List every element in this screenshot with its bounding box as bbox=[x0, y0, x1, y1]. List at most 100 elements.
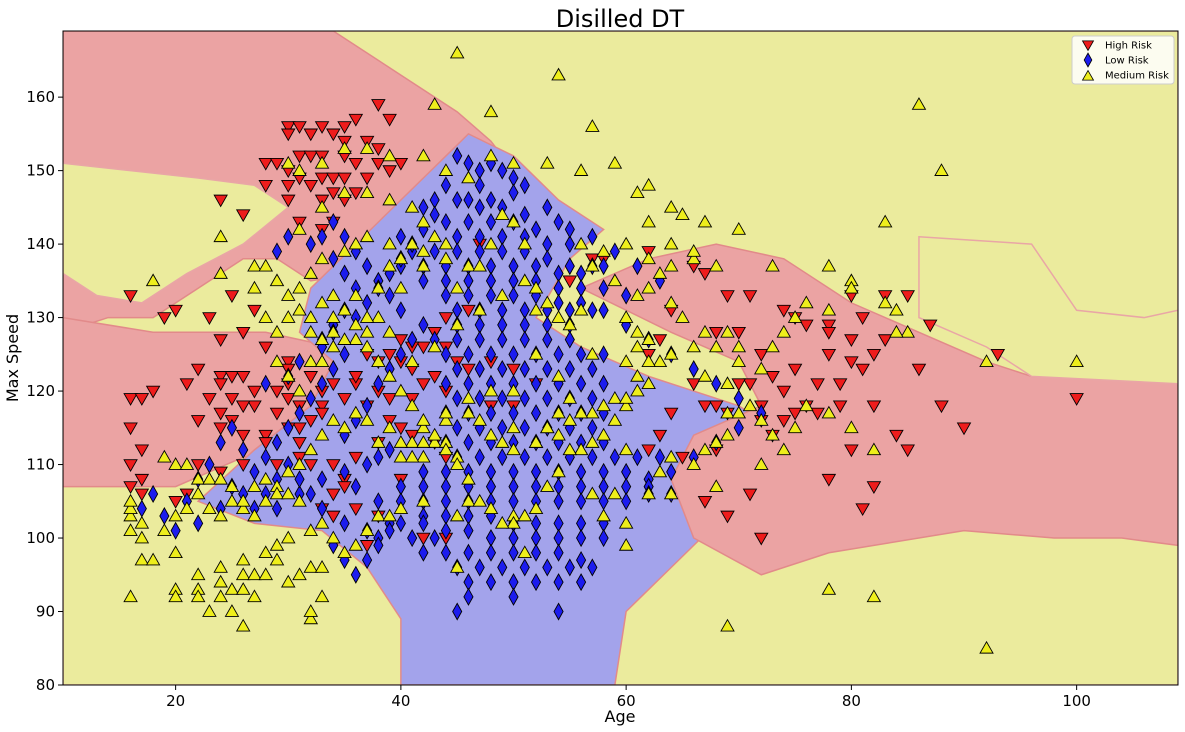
point-low-risk-328 bbox=[688, 359, 699, 379]
point-medium-risk-129 bbox=[235, 567, 251, 581]
point-medium-risk-330 bbox=[404, 354, 420, 367]
chart-title: Disilled DT bbox=[556, 5, 685, 33]
point-medium-risk-104 bbox=[168, 508, 183, 522]
legend-marker-low-risk bbox=[1083, 52, 1093, 68]
point-medium-risk-333 bbox=[348, 288, 364, 301]
point-high-risk-25 bbox=[314, 172, 330, 186]
point-high-risk-105 bbox=[326, 488, 341, 502]
point-medium-risk-271 bbox=[416, 413, 431, 426]
point-medium-risk-145 bbox=[157, 449, 172, 463]
point-low-risk-289 bbox=[316, 470, 328, 489]
point-medium-risk-120 bbox=[190, 589, 206, 603]
point-medium-risk-306 bbox=[934, 163, 949, 176]
point-high-risk-168 bbox=[866, 400, 882, 414]
point-high-risk-85 bbox=[134, 444, 150, 458]
point-low-risk-177 bbox=[553, 492, 564, 511]
point-medium-risk-137 bbox=[280, 574, 296, 588]
point-low-risk-191 bbox=[463, 521, 474, 540]
legend-item-medium-risk: Medium Risk bbox=[1081, 69, 1169, 82]
point-low-risk-79 bbox=[519, 330, 530, 349]
point-low-risk-297 bbox=[407, 528, 418, 548]
point-high-risk-43 bbox=[157, 312, 172, 325]
point-medium-risk-10 bbox=[359, 141, 375, 154]
point-medium-risk-246 bbox=[686, 244, 701, 257]
point-low-risk-260 bbox=[339, 345, 350, 364]
point-high-risk-194 bbox=[652, 429, 668, 443]
point-medium-risk-85 bbox=[371, 435, 386, 448]
y-tick-label: 110 bbox=[26, 456, 55, 474]
point-high-risk-171 bbox=[934, 400, 949, 414]
point-medium-risk-130 bbox=[247, 567, 262, 581]
point-high-risk-80 bbox=[292, 437, 307, 450]
point-medium-risk-305 bbox=[720, 618, 735, 632]
point-low-risk-96 bbox=[587, 359, 598, 379]
point-medium-risk-212 bbox=[326, 339, 341, 353]
point-medium-risk-202 bbox=[213, 266, 228, 279]
point-high-risk-101 bbox=[303, 459, 319, 472]
point-high-risk-116 bbox=[348, 371, 364, 384]
point-medium-risk-299 bbox=[303, 266, 319, 279]
point-high-risk-170 bbox=[900, 444, 915, 458]
point-medium-risk-160 bbox=[326, 530, 341, 544]
point-medium-risk-45 bbox=[697, 368, 713, 382]
point-low-risk-205 bbox=[576, 551, 587, 570]
point-low-risk-254 bbox=[328, 249, 339, 268]
point-high-risk-160 bbox=[754, 349, 769, 362]
point-low-risk-233 bbox=[373, 448, 384, 467]
point-medium-risk-175 bbox=[540, 420, 555, 434]
point-high-risk-163 bbox=[844, 356, 859, 370]
point-low-risk-128 bbox=[463, 433, 474, 452]
point-medium-risk-232 bbox=[506, 214, 521, 228]
point-medium-risk-225 bbox=[438, 236, 454, 250]
point-low-risk-77 bbox=[474, 330, 485, 349]
point-low-risk-288 bbox=[305, 484, 316, 503]
point-medium-risk-61 bbox=[607, 391, 623, 404]
point-high-risk-143 bbox=[697, 268, 713, 281]
point-medium-risk-107 bbox=[134, 515, 150, 529]
point-high-risk-26 bbox=[326, 172, 341, 186]
point-high-risk-153 bbox=[877, 334, 893, 348]
point-medium-risk-178 bbox=[596, 508, 611, 522]
point-medium-risk-27 bbox=[686, 251, 701, 265]
point-medium-risk-115 bbox=[168, 545, 183, 559]
point-medium-risk-3 bbox=[585, 119, 600, 132]
point-medium-risk-239 bbox=[585, 258, 600, 272]
point-low-risk-180 bbox=[621, 492, 632, 511]
point-medium-risk-216 bbox=[359, 324, 375, 338]
point-high-risk-41 bbox=[235, 209, 251, 223]
point-medium-risk-86 bbox=[382, 420, 397, 434]
point-medium-risk-282 bbox=[292, 302, 307, 316]
point-high-risk-46 bbox=[202, 312, 217, 325]
point-low-risk-7 bbox=[474, 176, 485, 195]
point-low-risk-218 bbox=[576, 573, 587, 592]
point-low-risk-212 bbox=[587, 558, 598, 577]
point-medium-risk-324 bbox=[528, 302, 544, 316]
point-high-risk-148 bbox=[776, 304, 792, 318]
point-medium-risk-40 bbox=[776, 324, 792, 338]
point-low-risk-287 bbox=[294, 470, 305, 489]
point-medium-risk-147 bbox=[179, 457, 195, 470]
point-medium-risk-16 bbox=[506, 155, 521, 169]
point-medium-risk-78 bbox=[416, 420, 431, 434]
point-high-risk-15 bbox=[292, 150, 307, 164]
point-medium-risk-270 bbox=[427, 427, 442, 441]
point-low-risk-253 bbox=[271, 242, 283, 261]
point-high-risk-179 bbox=[855, 312, 870, 325]
point-high-risk-204 bbox=[1069, 393, 1084, 406]
point-low-risk-199 bbox=[440, 543, 451, 562]
point-medium-risk-56 bbox=[641, 332, 656, 345]
point-medium-risk-226 bbox=[438, 251, 454, 265]
point-medium-risk-153 bbox=[247, 479, 262, 492]
point-high-risk-70 bbox=[224, 371, 240, 384]
point-low-risk-255 bbox=[339, 264, 350, 283]
point-high-risk-199 bbox=[821, 473, 837, 487]
point-low-risk-242 bbox=[418, 315, 429, 334]
point-high-risk-108 bbox=[337, 481, 352, 495]
point-low-risk-200 bbox=[463, 543, 474, 562]
point-low-risk-88 bbox=[576, 345, 587, 364]
point-medium-risk-222 bbox=[416, 258, 431, 272]
point-medium-risk-114 bbox=[145, 552, 161, 566]
point-high-risk-53 bbox=[269, 385, 285, 399]
point-medium-risk-327 bbox=[472, 302, 487, 316]
point-high-risk-201 bbox=[855, 503, 870, 517]
